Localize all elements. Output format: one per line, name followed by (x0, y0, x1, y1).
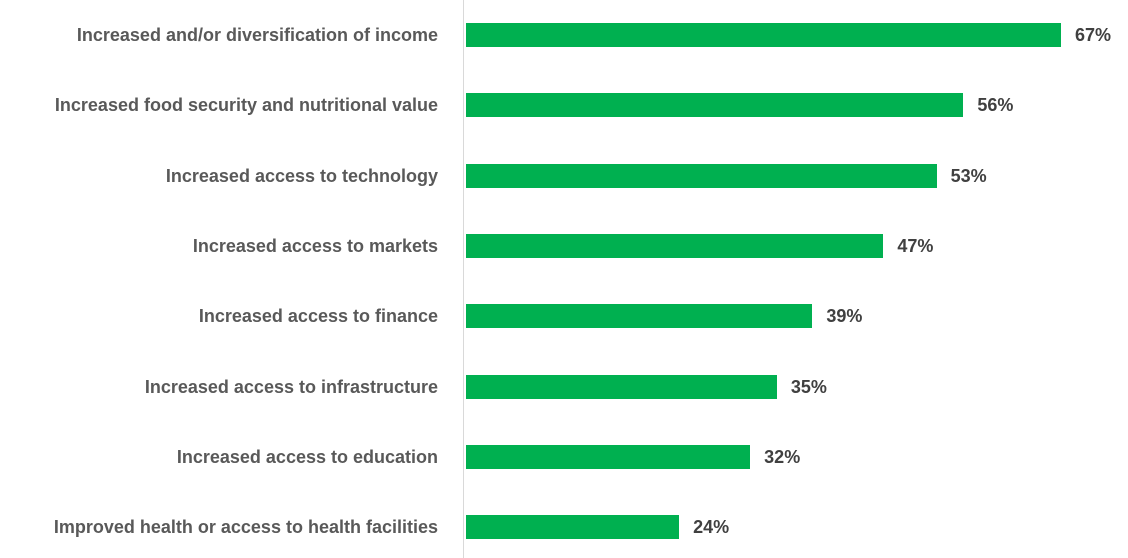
category-label: Improved health or access to health faci… (0, 492, 438, 558)
category-label: Increased access to education (0, 422, 438, 492)
category-label: Increased access to finance (0, 281, 438, 351)
value-label: 24% (693, 517, 730, 538)
value-label: 32% (764, 446, 801, 467)
category-text: Increased access to markets (192, 235, 438, 256)
bar (466, 304, 813, 329)
axis-line (463, 0, 464, 558)
value-label: 53% (950, 165, 987, 186)
category-label: Increased access to infrastructure (0, 352, 438, 422)
bar (466, 93, 964, 118)
value-label: 47% (897, 235, 934, 256)
value-label: 56% (977, 95, 1014, 116)
value-label: 67% (1075, 25, 1112, 45)
category-text: Increased access to technology (165, 165, 438, 186)
category-label: Increased and/or diversification of inco… (0, 0, 438, 70)
bar (466, 233, 884, 258)
bar (466, 374, 777, 399)
bar (466, 163, 937, 188)
value-label: 39% (826, 306, 863, 327)
category-label: Increased food security and nutritional … (0, 70, 438, 140)
category-text: Improved health or access to health faci… (53, 517, 438, 538)
bar (466, 444, 751, 469)
category-text: Increased access to infrastructure (144, 376, 438, 397)
category-text: Increased and/or diversification of inco… (76, 25, 438, 45)
bar (466, 515, 680, 540)
bar (466, 23, 1061, 47)
value-label: 35% (790, 376, 827, 397)
category-label: Increased access to markets (0, 211, 438, 281)
category-label: Increased access to technology (0, 141, 438, 211)
category-text: Increased food security and nutritional … (54, 95, 438, 116)
category-text: Increased access to finance (198, 306, 438, 327)
category-text: Increased access to education (176, 446, 438, 467)
